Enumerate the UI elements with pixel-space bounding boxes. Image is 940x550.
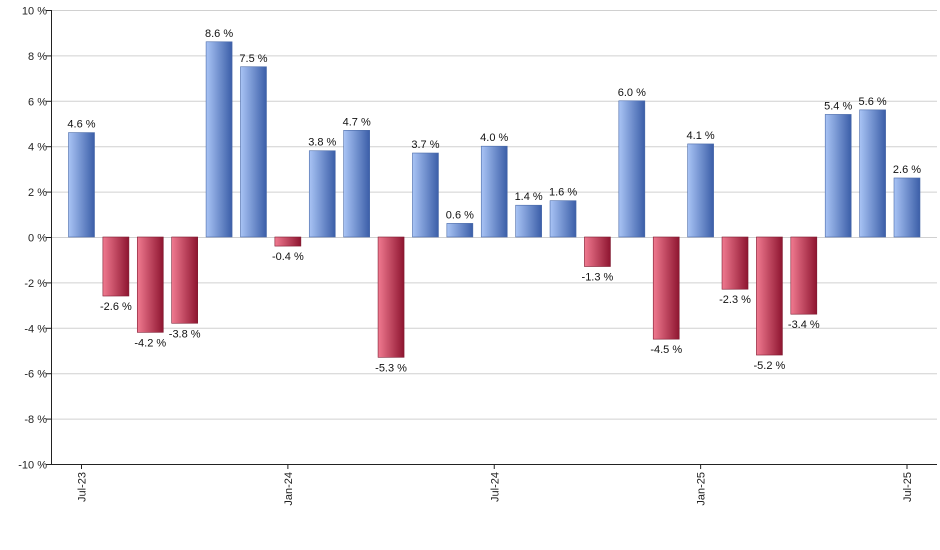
y-tick-label: -8 % — [24, 414, 47, 426]
y-tick-label: 0 % — [28, 233, 47, 245]
data-label: 7.5 % — [239, 53, 267, 65]
bar-apr-24 — [377, 236, 405, 358]
data-label: -0.4 % — [272, 251, 304, 263]
y-tick-label: -4 % — [24, 323, 47, 335]
data-label: -5.3 % — [375, 362, 407, 374]
bar-jan-24 — [274, 236, 302, 247]
bar-may-24 — [412, 152, 439, 238]
data-label: 5.6 % — [859, 96, 887, 108]
data-label: 4.1 % — [687, 130, 715, 142]
bars — [68, 41, 921, 358]
data-label: 2.6 % — [893, 164, 921, 176]
data-label: 4.7 % — [343, 116, 371, 128]
bar-dec-24 — [652, 236, 680, 340]
y-tick-label: 6 % — [28, 96, 47, 108]
data-label: 0.6 % — [446, 209, 474, 221]
x-tick-label: Jan-25 — [696, 472, 708, 506]
x-tick-label: Jul-24 — [489, 472, 501, 502]
bar-jun-24 — [446, 223, 474, 238]
data-label: -5.2 % — [754, 360, 786, 372]
x-tick-label: Jan-24 — [283, 472, 295, 506]
y-tick-label: 2 % — [28, 187, 47, 199]
y-tick-label: 8 % — [28, 51, 47, 63]
bar-jul-25 — [893, 177, 921, 238]
bar-jul-23 — [68, 132, 95, 238]
y-tick-label: -10 % — [18, 460, 47, 472]
bar-nov-23 — [205, 41, 233, 238]
x-tick-label: Jul-25 — [902, 472, 914, 502]
data-label: 3.7 % — [411, 139, 439, 151]
y-tick-label: -2 % — [24, 278, 47, 290]
data-labels: 4.6 % -2.6 % -4.2 %-3.8 % 8.6 % 7.5 % -0.4 % 3… — [67, 28, 921, 375]
data-label: -1.3 % — [582, 272, 614, 284]
bar-jul-24 — [480, 145, 508, 238]
data-label: 4.0 % — [480, 132, 508, 144]
bar-sep-24 — [549, 200, 577, 238]
bar-aug-23 — [102, 236, 130, 297]
y-axis-ticks: 10 % 8 % 6 % 4 % 2 % 0 % -2 % -4 % -6 % -8 % -10 % — [18, 6, 51, 472]
bar-feb-24 — [308, 150, 336, 238]
bar-oct-24 — [584, 236, 611, 267]
data-label: -4.5 % — [650, 344, 682, 356]
bar-mar-25 — [756, 236, 783, 356]
y-tick-label: 4 % — [28, 142, 47, 154]
bar-nov-24 — [618, 100, 646, 238]
data-label: 5.4 % — [824, 100, 852, 112]
bar-oct-23 — [171, 236, 198, 324]
data-label: -3.4 % — [788, 319, 820, 331]
bar-feb-25 — [721, 236, 749, 290]
bar-mar-24 — [343, 130, 370, 238]
data-label: 1.4 % — [515, 191, 543, 203]
bar-may-25 — [824, 114, 852, 238]
bar-jan-25 — [687, 143, 714, 238]
x-tick-label: Jul-23 — [77, 472, 89, 502]
y-tick-label: 10 % — [22, 6, 47, 18]
axes — [51, 10, 937, 465]
data-label: -2.3 % — [719, 294, 751, 306]
x-axis-ticks: Jul-23 Jan-24 Jul-24 Jan-25 Jul-25 — [77, 464, 914, 506]
data-label: -3.8 % — [169, 328, 201, 340]
bar-sep-23 — [136, 236, 164, 333]
data-label: 3.8 % — [308, 137, 336, 149]
data-label: -2.6 % — [100, 301, 132, 313]
data-label: 1.6 % — [549, 187, 577, 199]
data-label: 8.6 % — [205, 28, 233, 40]
bar-jun-25 — [859, 109, 886, 238]
data-label: 6.0 % — [618, 87, 646, 99]
bar-aug-24 — [515, 204, 542, 238]
y-tick-label: -6 % — [24, 369, 47, 381]
data-label: -4.2 % — [134, 337, 166, 349]
bar-apr-25 — [790, 236, 818, 315]
bar-dec-23 — [240, 66, 267, 238]
data-label: 4.6 % — [67, 119, 95, 131]
